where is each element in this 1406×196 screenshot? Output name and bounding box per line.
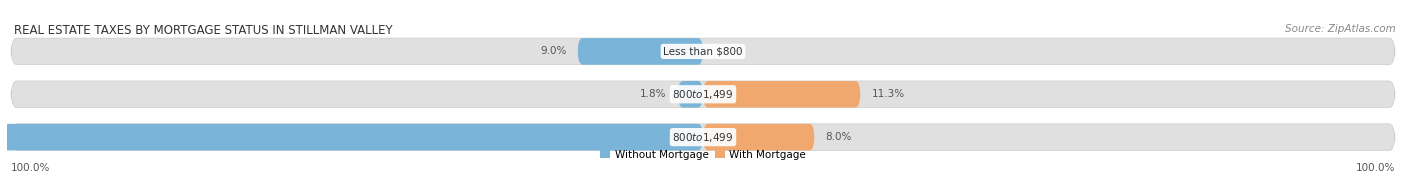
FancyBboxPatch shape (11, 124, 1395, 151)
FancyBboxPatch shape (703, 124, 814, 151)
Text: 11.3%: 11.3% (872, 89, 904, 99)
Text: Source: ZipAtlas.com: Source: ZipAtlas.com (1285, 24, 1396, 34)
FancyBboxPatch shape (703, 81, 860, 108)
FancyBboxPatch shape (11, 81, 1395, 108)
Text: REAL ESTATE TAXES BY MORTGAGE STATUS IN STILLMAN VALLEY: REAL ESTATE TAXES BY MORTGAGE STATUS IN … (14, 24, 392, 36)
Text: 100.0%: 100.0% (11, 163, 51, 173)
FancyBboxPatch shape (0, 124, 703, 151)
Text: 9.0%: 9.0% (540, 46, 567, 56)
Text: $800 to $1,499: $800 to $1,499 (672, 88, 734, 101)
FancyBboxPatch shape (678, 81, 703, 108)
Legend: Without Mortgage, With Mortgage: Without Mortgage, With Mortgage (596, 145, 810, 164)
Text: 100.0%: 100.0% (1355, 163, 1395, 173)
FancyBboxPatch shape (11, 38, 1395, 65)
Text: 8.0%: 8.0% (825, 132, 852, 142)
Text: $800 to $1,499: $800 to $1,499 (672, 131, 734, 144)
Text: Less than $800: Less than $800 (664, 46, 742, 56)
FancyBboxPatch shape (578, 38, 703, 65)
Text: 1.8%: 1.8% (640, 89, 666, 99)
